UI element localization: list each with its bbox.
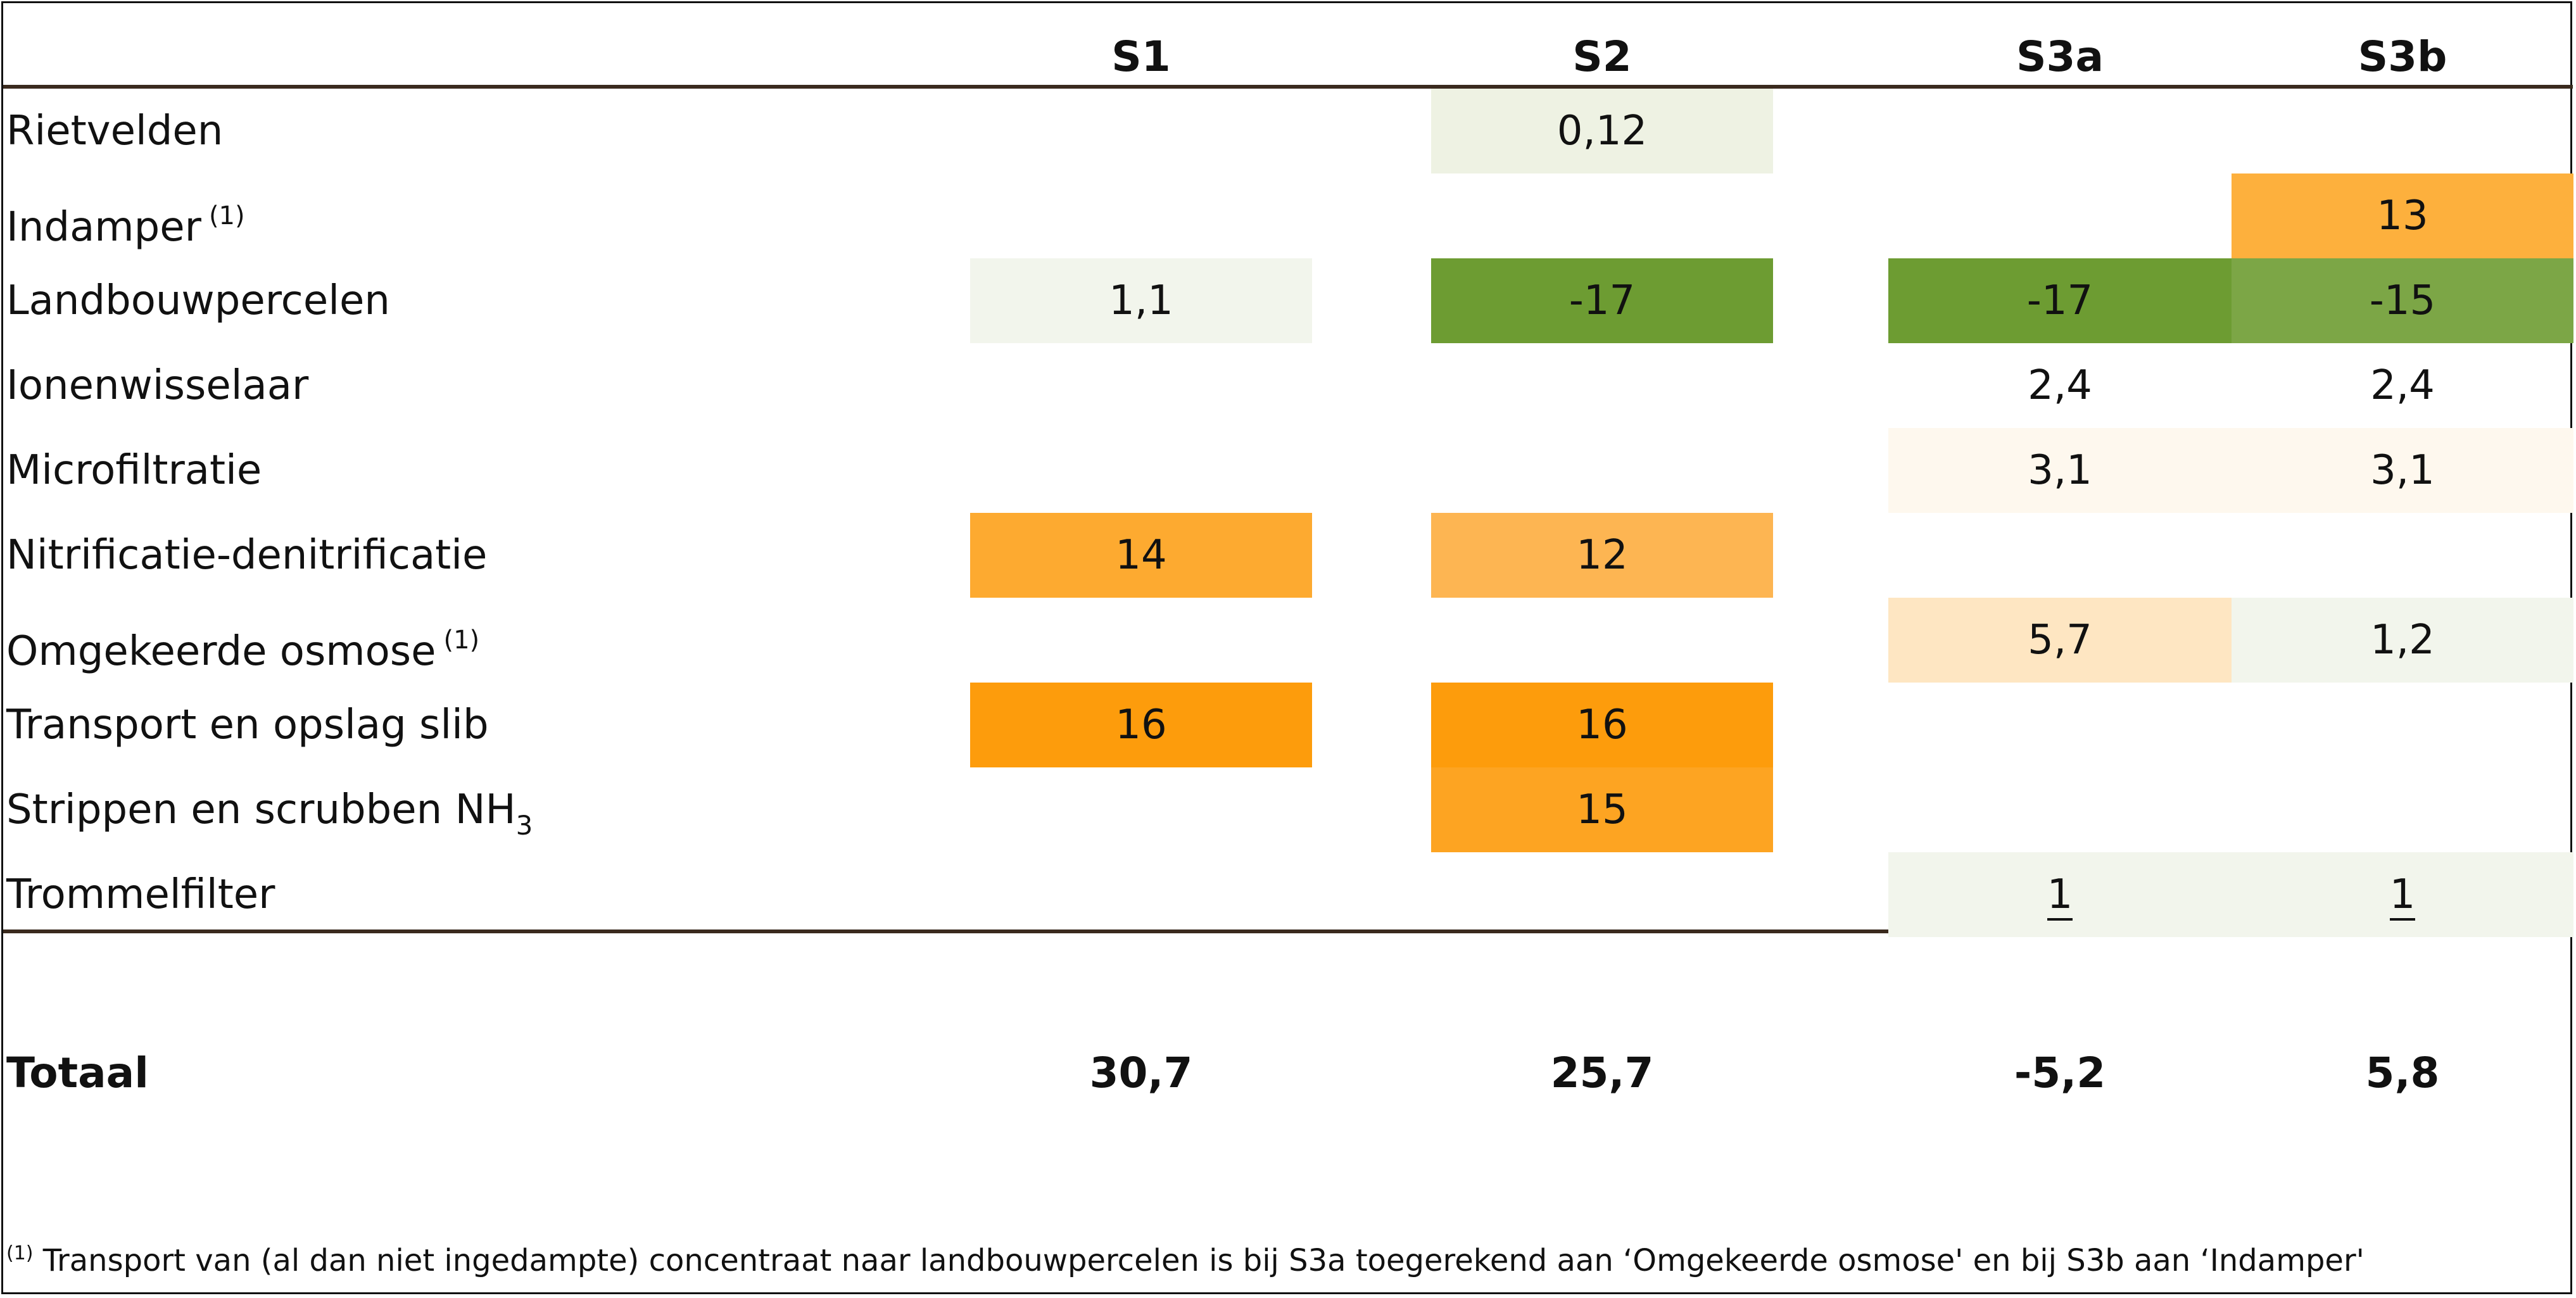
total-s3a: -5,2: [2014, 1049, 2106, 1097]
cell-s1: 1,1: [970, 258, 1312, 343]
column-header-s3a: S3a: [2016, 32, 2104, 81]
cell-s3b: 13: [2232, 173, 2573, 258]
cell-s3a: 5,7: [1888, 598, 2232, 683]
column-header-s1: S1: [1111, 32, 1171, 81]
cell-s2: 12: [1431, 513, 1773, 598]
footnote-marker: (1): [6, 1242, 34, 1264]
total-label: Totaal: [6, 1049, 149, 1097]
row-label: Strippen en scrubben NH3: [6, 786, 533, 841]
row-label: Trommelfilter: [6, 871, 275, 918]
cell-s3b: 1: [2232, 852, 2573, 937]
row-label: Nitrificatie-denitrificatie: [6, 532, 488, 579]
column-header-s3b: S3b: [2358, 32, 2447, 81]
footnote-text: Transport van (al dan niet ingedampte) c…: [33, 1243, 2364, 1278]
cell-s2: 0,12: [1431, 89, 1773, 173]
column-header-s2: S2: [1572, 32, 1632, 81]
cell-s3a: 2,4: [2028, 362, 2092, 409]
row-label: Landbouwpercelen: [6, 277, 390, 324]
total-s1: 30,7: [1089, 1049, 1193, 1097]
cell-s1: 16: [970, 683, 1312, 767]
cell-s3b: 2,4: [2370, 362, 2435, 409]
cell-s2: -17: [1431, 258, 1773, 343]
header-divider: [3, 85, 2573, 89]
cell-s3b: 3,1: [2232, 428, 2573, 513]
cell-s2: 16: [1431, 683, 1773, 767]
row-label: Ionenwisselaar: [6, 362, 309, 409]
cell-s1: 14: [970, 513, 1312, 598]
row-label: Microfiltratie: [6, 447, 262, 494]
cell-s3a: 1: [1888, 852, 2232, 937]
cell-s2: 15: [1431, 767, 1773, 852]
row-label: Indamper (1): [6, 201, 245, 251]
total-s3b: 5,8: [2365, 1049, 2440, 1097]
cell-s3b: -15: [2232, 258, 2573, 343]
cell-s3a: 3,1: [1888, 428, 2232, 513]
body-divider: [3, 929, 2573, 933]
total-s2: 25,7: [1550, 1049, 1654, 1097]
row-label: Transport en opslag slib: [6, 702, 489, 748]
row-label: Rietvelden: [6, 108, 224, 154]
footnote: (1) Transport van (al dan niet ingedampt…: [6, 1228, 2364, 1279]
row-label: Omgekeerde osmose (1): [6, 626, 480, 675]
cell-s3a: -17: [1888, 258, 2232, 343]
cell-s3b: 1,2: [2232, 598, 2573, 683]
